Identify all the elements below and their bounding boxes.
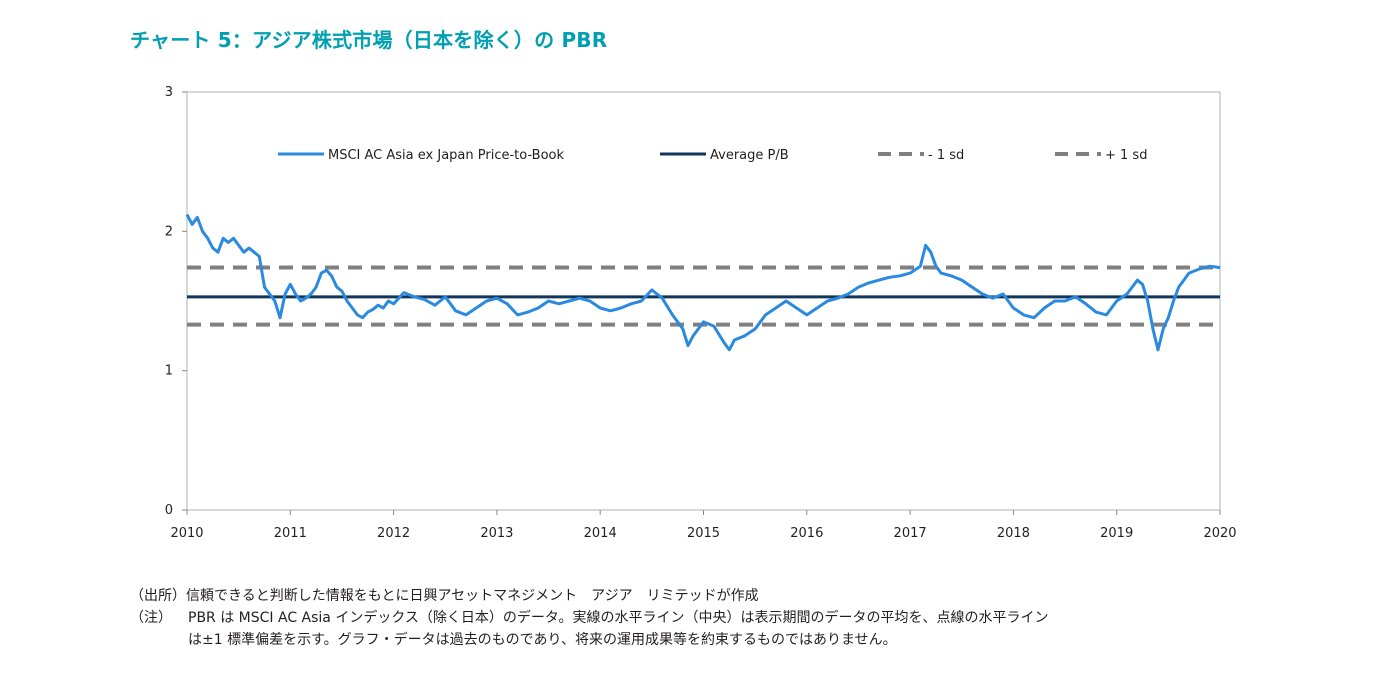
legend-average-label: Average P/B: [710, 148, 789, 163]
note-row-2: は±1 標準偏差を示す。グラフ・データは過去のものであり、将来の運用成果等を約束…: [130, 629, 1049, 651]
x-tick-label: 2011: [274, 526, 307, 541]
source-text: （出所）信頼できると判断した情報をもとに日興アセットマネジメント アジア リミテ…: [130, 588, 759, 604]
note-line-1: PBR は MSCI AC Asia インデックス（除く日本）のデータ。実線の水…: [188, 610, 1049, 626]
note-row: （注） PBR は MSCI AC Asia インデックス（除く日本）のデータ。…: [130, 607, 1049, 629]
x-tick-label: 2018: [997, 526, 1030, 541]
x-tick-label: 2020: [1203, 526, 1236, 541]
note-label: （注）: [130, 610, 172, 626]
x-tick-label: 2014: [584, 526, 617, 541]
series-line: [185, 213, 1221, 352]
x-tick-label: 2019: [1100, 526, 1133, 541]
y-tick-label: 1: [165, 364, 173, 379]
x-axis: 2010 2011 2012 2013 2014 2015 2016 2017 2018 2019…: [170, 510, 1237, 541]
line-chart: 2010 2011 2012 2013 2014 2015 2016 2017 2018 2019…: [165, 85, 1237, 541]
pb-series-line: [185, 213, 1221, 352]
y-tick-label: 2: [165, 224, 173, 239]
y-tick-label: 3: [165, 85, 173, 100]
legend-plus-1sd-label: + 1 sd: [1105, 148, 1147, 163]
x-tick-label: 2010: [170, 526, 203, 541]
x-tick-label: 2015: [687, 526, 720, 541]
note-line-2: は±1 標準偏差を示す。グラフ・データは過去のものであり、将来の運用成果等を約束…: [188, 632, 897, 648]
legend-series-label: MSCI AC Asia ex Japan Price-to-Book: [328, 148, 564, 163]
x-tick-label: 2016: [790, 526, 823, 541]
x-tick-label: 2012: [377, 526, 410, 541]
legend: MSCI AC Asia ex Japan Price-to-Book Avera…: [278, 148, 1147, 163]
source-note: （出所）信頼できると判断した情報をもとに日興アセットマネジメント アジア リミテ…: [130, 585, 1049, 607]
y-axis: 0 1 2 3: [165, 85, 187, 518]
x-tick-label: 2013: [480, 526, 513, 541]
notes: （出所）信頼できると判断した情報をもとに日興アセットマネジメント アジア リミテ…: [130, 585, 1049, 651]
legend-minus-1sd-label: - 1 sd: [928, 148, 964, 163]
chart-title: チャート 5：アジア株式市場（日本を除く）の PBR: [130, 28, 608, 52]
x-tick-label: 2017: [894, 526, 927, 541]
y-tick-label: 0: [165, 503, 173, 518]
sd-lines: [187, 265, 1220, 327]
